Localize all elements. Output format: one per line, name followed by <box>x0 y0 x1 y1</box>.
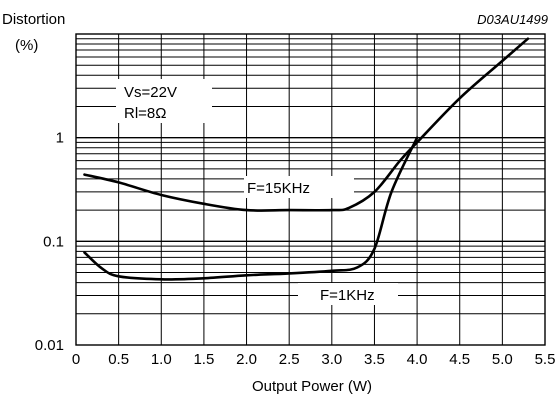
x-tick-label: 1.0 <box>151 351 172 368</box>
x-tick-label: 5.0 <box>492 351 513 368</box>
x-axis-title: Output Power (W) <box>252 378 372 395</box>
series-label-1khz: F=1KHz <box>320 287 375 304</box>
x-tick-label: 5.5 <box>535 351 555 368</box>
x-tick-label: 0.5 <box>108 351 129 368</box>
series-label-bg-1k <box>298 283 398 305</box>
series-label-15khz: F=15KHz <box>247 180 310 197</box>
y-tick-label: 1 <box>56 130 64 147</box>
x-tick-label: 2.0 <box>236 351 257 368</box>
series-label-bg-15k <box>244 176 354 198</box>
x-tick-label: 3.5 <box>364 351 385 368</box>
y-tick-label: 0.01 <box>35 337 64 354</box>
conditions-box <box>116 79 212 123</box>
y-axis-title-line1: Distortion <box>2 11 65 28</box>
y-tick-label: 0.1 <box>43 233 64 250</box>
condition-rl: Rl=8Ω <box>124 105 166 122</box>
x-tick-label: 0 <box>72 351 80 368</box>
curves <box>83 37 530 281</box>
y-axis-title-line2: (%) <box>15 37 38 54</box>
tick-labels: 0 0.5 1.0 1.5 2.0 2.5 3.0 3.5 4.0 4.5 5.0 5.5 0.01 0.… <box>35 130 555 368</box>
series-line-1khz <box>83 136 419 281</box>
x-tick-label: 4.0 <box>407 351 428 368</box>
condition-vs: Vs=22V <box>124 84 177 101</box>
x-tick-label: 2.5 <box>279 351 300 368</box>
series-line-15khz <box>83 37 530 212</box>
plot-frame <box>75 33 546 346</box>
drawing-code: D03AU1499 <box>477 12 548 27</box>
x-tick-label: 1.5 <box>193 351 214 368</box>
x-tick-label: 3.0 <box>321 351 342 368</box>
x-tick-label: 4.5 <box>449 351 470 368</box>
